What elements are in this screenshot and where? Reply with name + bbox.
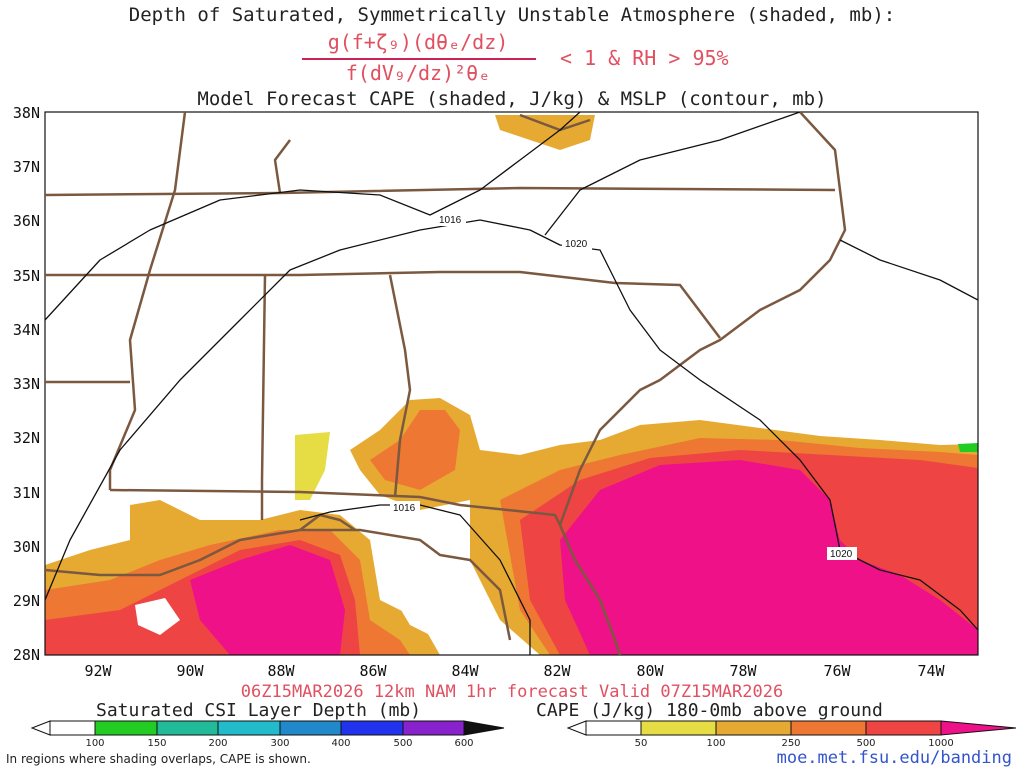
cape-shading: [45, 115, 978, 655]
lon-label: 90W: [176, 662, 204, 680]
cape-region-gulf-1000: [190, 545, 345, 655]
colorbar-csi-label: 500: [393, 738, 413, 749]
formula-denominator: f(dV₉/dz)²θₑ: [345, 61, 491, 85]
formula-fraction-bar: [302, 58, 536, 60]
lon-label: 78W: [729, 662, 757, 680]
cape-region-inland-500: [370, 410, 460, 490]
formula-numerator: g(f+ζ₉)(dθₑ/dz): [327, 30, 509, 54]
cape-region-north: [495, 115, 595, 150]
colorbar-csi-label: 600: [454, 738, 474, 749]
csi-region: [958, 443, 978, 452]
colorbar-cape-label: 1000: [928, 738, 954, 749]
lon-label: 80W: [636, 662, 664, 680]
lon-label: 92W: [84, 662, 112, 680]
lat-label: 35N: [12, 267, 40, 285]
lat-label: 34N: [12, 321, 40, 339]
map-frame: [44, 111, 979, 656]
lat-label: 29N: [12, 592, 40, 610]
lat-label: 37N: [12, 158, 40, 176]
colorbar-cape-label: 50: [634, 738, 648, 749]
contour-label: 1020: [565, 239, 588, 250]
cape-region-west: [295, 432, 330, 500]
lat-label: 38N: [12, 104, 40, 122]
lon-label: 82W: [543, 662, 571, 680]
colorbar-csi-label: 150: [147, 738, 167, 749]
cape-gap-1: [395, 575, 480, 640]
lat-label: 36N: [12, 212, 40, 230]
valid-time: 06Z15MAR2026 12km NAM 1hr forecast Valid…: [240, 682, 784, 702]
title-line-1: Depth of Saturated, Symmetrically Unstab…: [128, 4, 896, 26]
lon-label: 84W: [451, 662, 479, 680]
lon-label: 86W: [359, 662, 387, 680]
title-line-2: Model Forecast CAPE (shaded, J/kg) & MSL…: [197, 88, 827, 110]
colorbar-cape-label: 100: [706, 738, 726, 749]
colorbar-csi: [30, 720, 505, 736]
colorbar-csi-label: 300: [270, 738, 290, 749]
source-url[interactable]: moe.met.fsu.edu/banding: [776, 748, 1012, 768]
lat-label: 33N: [12, 375, 40, 393]
cape-region-atlantic-1000: [560, 460, 978, 655]
lat-label: 28N: [12, 646, 40, 664]
colorbar-csi-label: 400: [331, 738, 351, 749]
footnote: In regions where shading overlaps, CAPE …: [6, 752, 311, 766]
lat-label: 32N: [12, 429, 40, 447]
cape-gap-2: [135, 598, 180, 635]
contour-label: 1016: [439, 215, 462, 226]
lat-label: 30N: [12, 538, 40, 556]
contour-labels: 1016 1020 1016 1020: [390, 213, 857, 560]
formula-condition: < 1 & RH > 95%: [560, 46, 729, 70]
contour-label: 1016: [393, 503, 416, 514]
lon-label: 74W: [917, 662, 945, 680]
lat-label: 31N: [12, 484, 40, 502]
colorbar-cape: [566, 720, 1017, 736]
colorbar-csi-title: Saturated CSI Layer Depth (mb): [96, 700, 422, 721]
colorbar-csi-label: 200: [208, 738, 228, 749]
contour-label: 1020: [830, 549, 853, 560]
colorbar-cape-title: CAPE (J/kg) 180-0mb above ground: [536, 700, 883, 721]
lon-label: 76W: [823, 662, 851, 680]
lon-label: 88W: [267, 662, 295, 680]
colorbar-cape-label: 500: [856, 738, 876, 749]
colorbar-cape-label: 250: [781, 738, 801, 749]
colorbar-csi-label: 100: [85, 738, 105, 749]
